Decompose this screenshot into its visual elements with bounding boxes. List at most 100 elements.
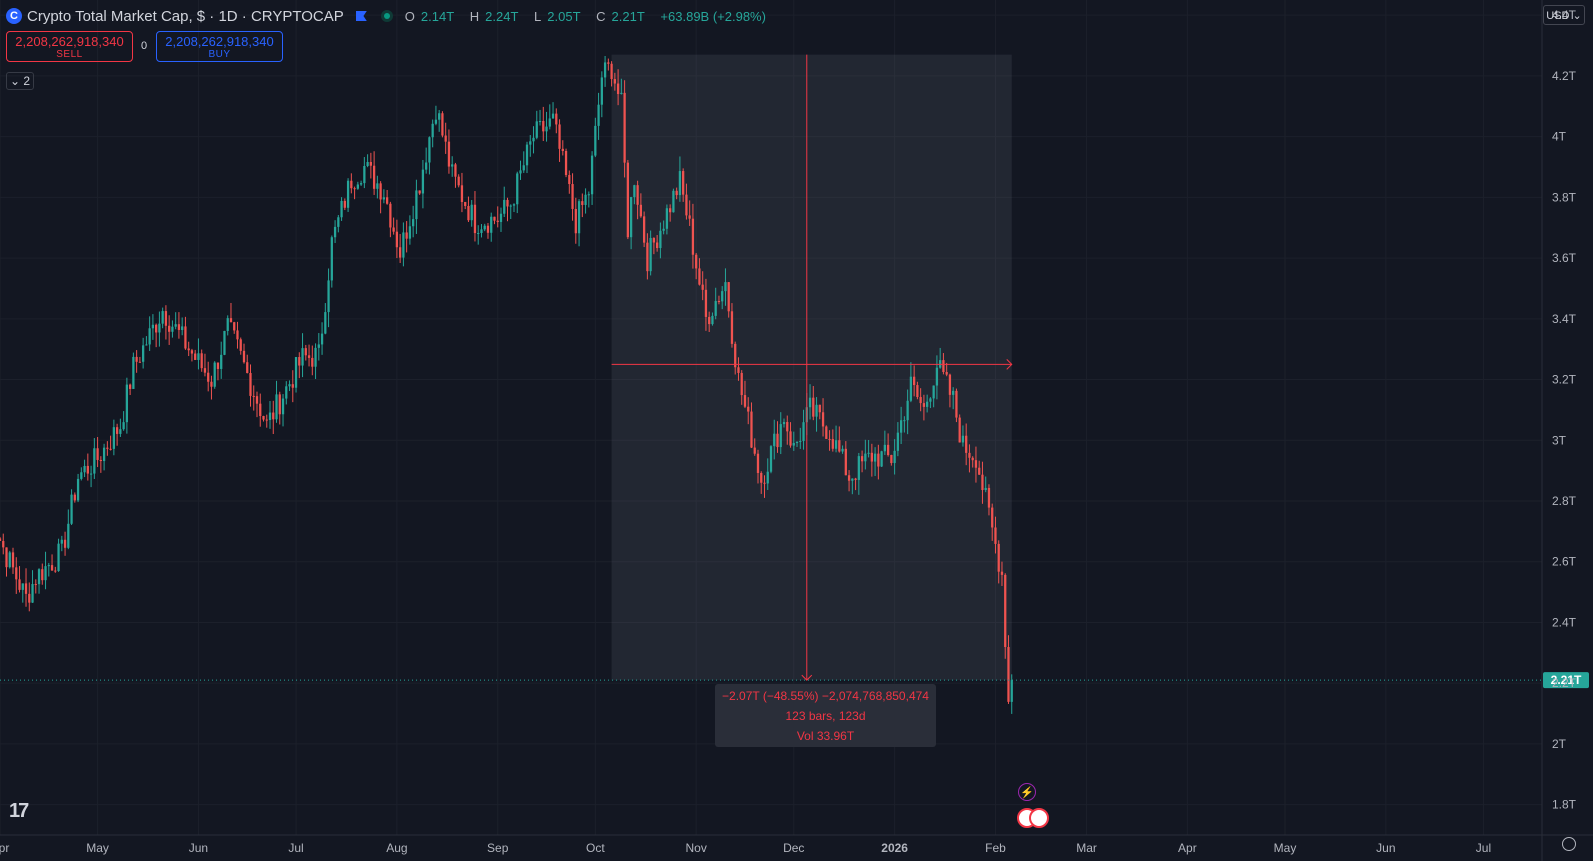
- buy-price: 2,208,262,918,340: [165, 34, 274, 49]
- candle: [542, 106, 545, 142]
- candle: [916, 381, 919, 400]
- candle: [906, 389, 909, 435]
- candle: [685, 183, 688, 220]
- high-value: 2.24T: [485, 8, 519, 24]
- candle: [776, 421, 779, 453]
- indicators-toggle-button[interactable]: ⌄ 2: [6, 72, 34, 90]
- candle: [252, 385, 255, 411]
- candle: [997, 540, 1000, 584]
- candle: [34, 579, 37, 594]
- measure-tool-lines: [611, 54, 1013, 681]
- candle: [734, 341, 737, 375]
- candle: [434, 105, 438, 126]
- candle: [942, 353, 945, 375]
- candle: [171, 320, 174, 338]
- candle: [922, 394, 926, 421]
- y-tick-label: 4.2T: [1552, 69, 1577, 83]
- candle: [773, 419, 776, 460]
- candle: [145, 336, 148, 346]
- candle: [190, 348, 194, 362]
- candle: [854, 477, 857, 491]
- candle: [760, 471, 763, 494]
- candle: [825, 425, 828, 440]
- candle: [991, 503, 994, 541]
- candle: [812, 386, 815, 421]
- measure-range-box: [611, 54, 1012, 681]
- candle: [886, 433, 890, 457]
- tradingview-logo-icon[interactable]: 17: [9, 800, 29, 822]
- candle: [834, 425, 838, 453]
- candle: [174, 312, 177, 330]
- candle: [613, 72, 616, 91]
- candle: [893, 439, 896, 475]
- candle: [438, 110, 441, 132]
- candle: [506, 197, 509, 222]
- candle: [441, 111, 444, 138]
- sell-button[interactable]: 2,208,262,918,340 SELL: [6, 31, 133, 62]
- candle: [369, 152, 372, 179]
- candle: [115, 423, 119, 446]
- candle: [99, 456, 102, 473]
- candle: [860, 450, 864, 473]
- candle: [724, 268, 727, 306]
- candle: [93, 438, 96, 479]
- candle: [545, 111, 548, 142]
- candle: [968, 444, 971, 473]
- candle: [447, 129, 451, 174]
- candle: [31, 570, 34, 603]
- us-flag-event-icon-2[interactable]: [1029, 808, 1049, 828]
- candle: [197, 338, 200, 370]
- candle: [467, 196, 470, 223]
- buy-button[interactable]: 2,208,262,918,340 BUY: [156, 31, 283, 62]
- candle: [509, 204, 512, 220]
- candle: [672, 188, 675, 213]
- y-tick-label: 3T: [1552, 433, 1567, 447]
- symbol-title[interactable]: Crypto Total Market Cap, $ · 1D · CRYPTO…: [27, 7, 344, 25]
- candle: [538, 109, 542, 126]
- candle: [756, 449, 760, 484]
- candle: [265, 414, 268, 428]
- candle: [109, 435, 112, 451]
- x-tick-label: Nov: [686, 841, 707, 855]
- candle: [132, 352, 135, 389]
- candle: [753, 438, 756, 456]
- candle: [102, 443, 106, 471]
- candle: [210, 375, 213, 400]
- candle: [926, 394, 929, 413]
- candle: [233, 321, 236, 334]
- candle: [808, 384, 812, 420]
- x-tick-label: Aug: [386, 841, 407, 855]
- candle: [44, 551, 47, 590]
- last-price-label: 2.21T: [1551, 673, 1582, 687]
- candle: [955, 388, 958, 423]
- candle: [473, 191, 477, 242]
- currency-select[interactable]: USD ⌄: [1543, 5, 1585, 25]
- candle: [740, 370, 743, 405]
- settings-icon[interactable]: [1562, 837, 1576, 851]
- candle: [444, 122, 447, 154]
- change-value: +63.89B (+2.98%): [660, 8, 766, 24]
- candle: [415, 179, 418, 234]
- candle: [8, 550, 11, 569]
- candle: [587, 191, 590, 208]
- candle: [642, 211, 646, 248]
- candle: [161, 307, 164, 329]
- x-tick-label: Jun: [1376, 841, 1395, 855]
- candle: [551, 102, 555, 119]
- candle: [831, 429, 834, 452]
- candle: [451, 156, 454, 177]
- flag-icon[interactable]: [355, 11, 367, 21]
- market-status-icon: [380, 10, 393, 22]
- candle: [880, 450, 883, 467]
- candle: [662, 220, 665, 235]
- candle: [259, 393, 262, 427]
- candle: [337, 215, 340, 233]
- candle: [584, 188, 587, 214]
- candle: [620, 78, 623, 95]
- last-price-line: 2.21T: [0, 672, 1589, 689]
- lightning-event-icon[interactable]: ⚡: [1018, 783, 1036, 801]
- candle: [106, 441, 109, 456]
- candle: [838, 426, 841, 453]
- candle: [89, 465, 93, 488]
- candle: [324, 303, 327, 335]
